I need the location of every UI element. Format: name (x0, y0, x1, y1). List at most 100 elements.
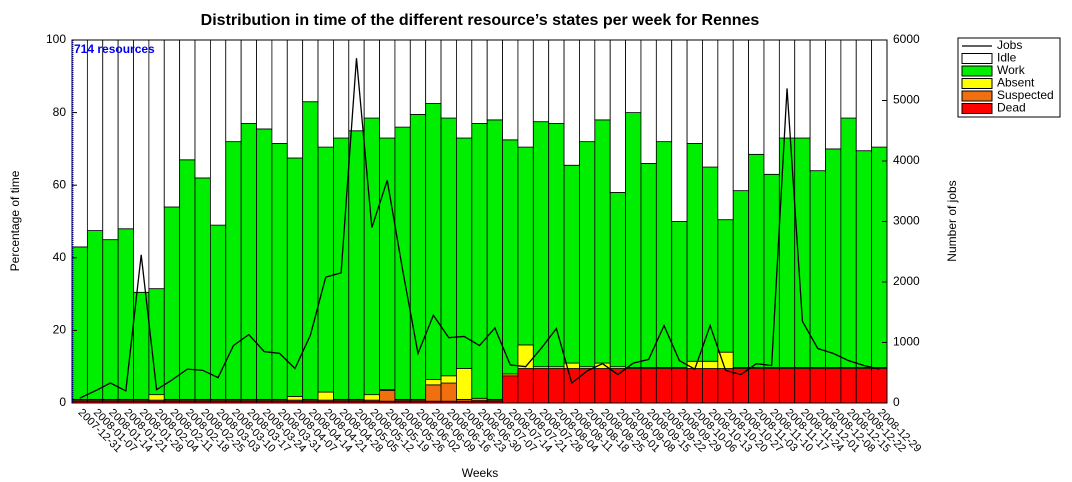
bar-segment (579, 39, 596, 143)
bar-segment (240, 123, 257, 400)
legend-swatch (961, 78, 993, 89)
bar-segment (194, 177, 211, 400)
bar-segment (317, 146, 334, 393)
bar-segment (209, 224, 227, 400)
bar-segment (594, 39, 611, 121)
bar-segment (102, 39, 119, 241)
bar-segment (363, 117, 380, 396)
bar-segment (86, 230, 104, 400)
legend-swatch (961, 65, 993, 77)
bar-segment (871, 39, 888, 148)
bar-segment (286, 157, 304, 397)
bar-segment (194, 39, 211, 179)
bar-segment (363, 39, 380, 119)
bar-segment (609, 368, 626, 404)
bar-segment (778, 368, 796, 404)
bar-segment (456, 368, 473, 400)
bar-segment (840, 39, 857, 119)
bar-segment (702, 360, 719, 369)
y2-tick-label: 6000 (893, 32, 920, 46)
y-tick-label: 0 (59, 395, 66, 409)
bar-segment (286, 39, 304, 159)
bar-segment (225, 141, 242, 400)
legend-label: Dead (997, 101, 1026, 115)
bar-segment (317, 39, 334, 148)
bar-segment (379, 137, 396, 390)
bar-segment (102, 239, 119, 400)
bar-segment (686, 39, 703, 144)
bar-segment (394, 39, 411, 128)
bar-segment (209, 39, 227, 226)
bar-segment (486, 39, 503, 121)
bar-segment (286, 396, 304, 401)
bar-segment (456, 39, 473, 139)
x-axis-label: Weeks (462, 466, 498, 480)
bar-segment (563, 368, 580, 404)
bar-segment (71, 246, 88, 400)
bar-segment (532, 121, 550, 368)
bar-segment (379, 39, 396, 139)
chart-title: Distribution in time of the different re… (201, 12, 760, 29)
jobs-line (79, 58, 880, 399)
bar-segment (825, 148, 842, 368)
y2-tick-label: 4000 (893, 153, 920, 167)
bar-segment (133, 39, 150, 293)
bar-segment (671, 368, 688, 404)
bar-segment (609, 192, 626, 368)
bar-segment (117, 228, 134, 400)
bar-segment (732, 39, 750, 192)
bar-segment (456, 137, 473, 369)
bar-segment (855, 39, 873, 152)
legend-label: Idle (997, 51, 1017, 65)
bar-segment (825, 39, 842, 150)
bar-segment (517, 368, 534, 404)
y-tick-label: 80 (53, 105, 67, 119)
bar-segment (563, 39, 580, 166)
legend-swatch (961, 103, 993, 114)
bar-segment (502, 139, 519, 375)
y2-tick-label: 1000 (893, 335, 920, 349)
legend-swatch (961, 90, 993, 102)
bar-segment (825, 368, 842, 404)
y-tick-label: 20 (53, 323, 67, 337)
bar-segment (548, 39, 565, 124)
bar-segment (579, 368, 596, 404)
bar-segment (625, 112, 642, 368)
bar-segment (809, 39, 826, 172)
bar-segment (855, 368, 873, 404)
bar-segment (425, 384, 442, 402)
bar-segment (702, 368, 719, 404)
y2-tick-label: 2000 (893, 274, 920, 288)
bar-segment (840, 117, 857, 368)
bar-segment (840, 368, 857, 404)
bar-segment (794, 39, 811, 139)
bar-segment (594, 119, 611, 364)
bar-segment (348, 130, 365, 400)
bar-segment (671, 221, 688, 368)
bar-segment (625, 368, 642, 404)
bar-segment (532, 368, 550, 404)
bar-segment (163, 39, 181, 208)
y-axis-label: Percentage of time (8, 170, 22, 271)
bar-segment (732, 190, 750, 368)
bar-segment (425, 379, 442, 386)
bar-segment (794, 137, 811, 368)
bar-segment (71, 39, 88, 248)
bar-segment (655, 368, 673, 404)
bar-segment (871, 146, 888, 368)
bar-segment (302, 101, 319, 400)
legend-label: Absent (997, 76, 1035, 90)
bar-segment (794, 368, 811, 404)
bar-segment (179, 159, 196, 400)
legend-label: Work (997, 63, 1026, 77)
bar-segment (163, 206, 181, 400)
bar-segment (225, 39, 242, 143)
y-tick-label: 40 (53, 250, 67, 264)
bar-segment (717, 39, 734, 221)
bar-segment (871, 368, 888, 404)
bar-segment (148, 394, 165, 401)
bar-segment (502, 39, 519, 141)
bar-segment (717, 368, 734, 404)
bar-segment (609, 39, 626, 193)
bar-segment (471, 39, 488, 124)
